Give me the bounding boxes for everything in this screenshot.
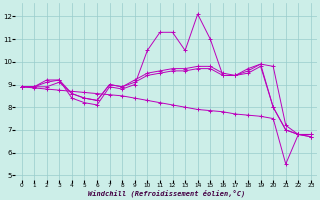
X-axis label: Windchill (Refroidissement éolien,°C): Windchill (Refroidissement éolien,°C) bbox=[88, 190, 245, 197]
